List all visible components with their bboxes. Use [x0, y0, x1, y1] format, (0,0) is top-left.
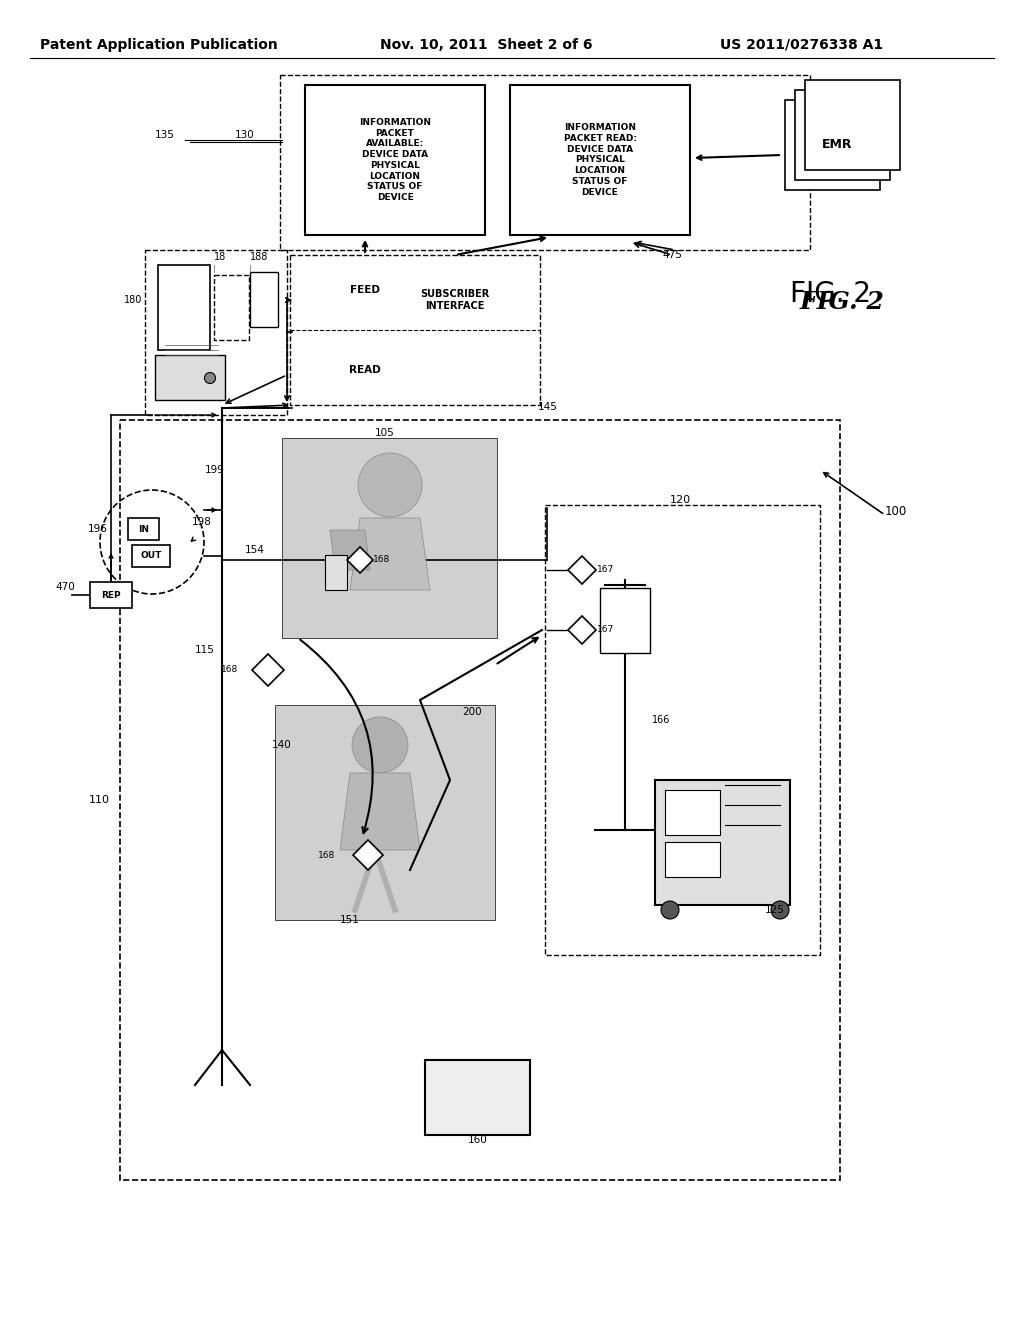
- Bar: [545, 506, 820, 954]
- Bar: [510, 84, 690, 235]
- Bar: [325, 554, 347, 590]
- Text: FIG. 2: FIG. 2: [800, 290, 885, 314]
- Bar: [250, 272, 278, 327]
- Text: INFORMATION
PACKET READ:
DEVICE DATA
PHYSICAL
LOCATION
STATUS OF
DEVICE: INFORMATION PACKET READ: DEVICE DATA PHY…: [563, 123, 637, 197]
- Text: 200: 200: [462, 708, 481, 717]
- Text: Patent Application Publication: Patent Application Publication: [40, 38, 278, 51]
- Text: Nov. 10, 2011  Sheet 2 of 6: Nov. 10, 2011 Sheet 2 of 6: [380, 38, 593, 51]
- Bar: [665, 789, 720, 836]
- Text: 154: 154: [245, 545, 265, 554]
- Bar: [128, 517, 159, 540]
- Text: 100: 100: [885, 506, 907, 517]
- Bar: [275, 705, 495, 920]
- Text: 160: 160: [468, 1135, 487, 1144]
- Bar: [90, 582, 132, 609]
- Text: SUBSCRIBER
INTERFACE: SUBSCRIBER INTERFACE: [421, 289, 489, 312]
- Bar: [600, 587, 650, 653]
- Bar: [665, 842, 720, 876]
- Text: 188: 188: [250, 252, 268, 261]
- Text: 166: 166: [652, 715, 671, 725]
- Text: OUT: OUT: [140, 552, 162, 561]
- Text: 135: 135: [155, 129, 175, 140]
- Text: 180: 180: [124, 294, 142, 305]
- Polygon shape: [330, 531, 370, 570]
- Text: 196: 196: [88, 524, 108, 535]
- Text: 145: 145: [538, 403, 558, 412]
- Bar: [425, 1060, 530, 1135]
- Bar: [280, 75, 810, 249]
- Text: 151: 151: [340, 915, 360, 925]
- Bar: [290, 255, 540, 405]
- Bar: [305, 84, 485, 235]
- Polygon shape: [568, 616, 596, 644]
- Text: 470: 470: [55, 582, 75, 591]
- Text: 167: 167: [597, 626, 614, 635]
- Text: EMR: EMR: [821, 139, 852, 152]
- Bar: [214, 275, 249, 341]
- Text: 198: 198: [193, 517, 212, 527]
- Text: 120: 120: [670, 495, 690, 506]
- Polygon shape: [353, 840, 383, 870]
- Circle shape: [771, 902, 790, 919]
- Bar: [805, 81, 900, 170]
- Bar: [158, 265, 210, 350]
- Circle shape: [352, 717, 408, 774]
- Circle shape: [662, 902, 679, 919]
- Bar: [795, 90, 890, 180]
- Polygon shape: [252, 653, 284, 686]
- Bar: [155, 355, 225, 400]
- Text: 168: 168: [317, 850, 335, 859]
- Text: FIG. 2: FIG. 2: [790, 280, 871, 308]
- Text: INFORMATION
PACKET
AVAILABLE:
DEVICE DATA
PHYSICAL
LOCATION
STATUS OF
DEVICE: INFORMATION PACKET AVAILABLE: DEVICE DAT…: [359, 117, 431, 202]
- Text: REP: REP: [101, 590, 121, 599]
- Text: 125: 125: [765, 906, 785, 915]
- Text: 105: 105: [375, 428, 394, 438]
- Circle shape: [205, 372, 215, 384]
- Text: 168: 168: [373, 556, 390, 565]
- Text: 140: 140: [272, 741, 292, 750]
- Bar: [132, 545, 170, 568]
- Circle shape: [358, 453, 422, 517]
- Text: 115: 115: [196, 645, 215, 655]
- Text: 475: 475: [662, 249, 682, 260]
- Text: 199: 199: [205, 465, 225, 475]
- Text: READ: READ: [349, 366, 381, 375]
- Polygon shape: [340, 774, 420, 850]
- Bar: [785, 100, 880, 190]
- Bar: [655, 780, 790, 906]
- Text: IN: IN: [138, 524, 150, 533]
- Bar: [120, 420, 840, 1180]
- Polygon shape: [350, 517, 430, 590]
- Text: 18: 18: [214, 252, 226, 261]
- Polygon shape: [347, 546, 373, 573]
- Bar: [145, 249, 287, 414]
- Text: 167: 167: [597, 565, 614, 574]
- Text: 168: 168: [221, 665, 238, 675]
- Bar: [282, 438, 497, 638]
- FancyArrowPatch shape: [300, 640, 373, 833]
- Text: US 2011/0276338 A1: US 2011/0276338 A1: [720, 38, 883, 51]
- Text: 130: 130: [236, 129, 255, 140]
- Text: 110: 110: [89, 795, 110, 805]
- Polygon shape: [568, 556, 596, 583]
- Text: FEED: FEED: [350, 285, 380, 294]
